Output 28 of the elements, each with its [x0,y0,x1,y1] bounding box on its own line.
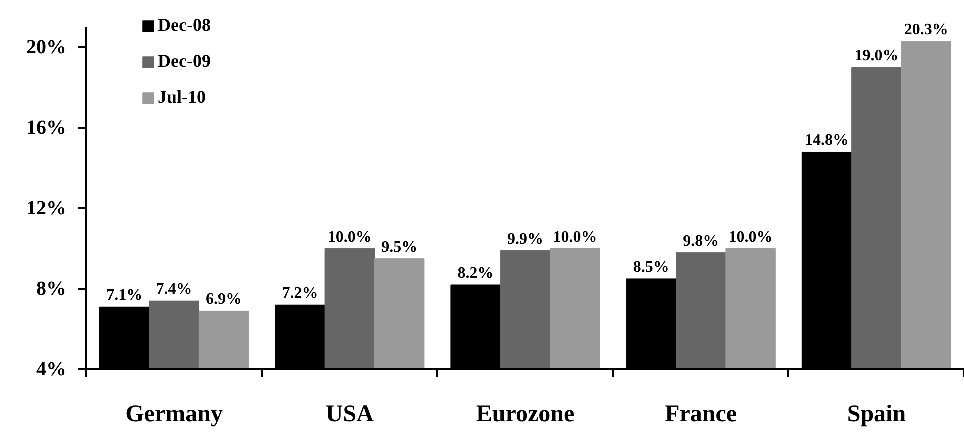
data-label: 9.9% [508,230,544,248]
y-tick-label: 16% [26,117,66,140]
data-label: 14.8% [805,132,850,150]
data-label: 6.9% [206,291,242,308]
y-tick-label: 8% [36,278,66,300]
data-label: 20.3% [904,22,948,39]
data-label: 10.0% [553,228,598,246]
y-tick-label: 20% [26,36,66,59]
y-tick-label: 4% [36,358,66,380]
legend-label: Dec-09 [158,51,211,72]
data-label: 7.1% [106,287,143,304]
legend-label: Jul-10 [158,87,206,108]
data-label: 10.0% [728,228,773,246]
data-label: 8.5% [633,258,670,276]
data-label: 10.0% [328,228,372,246]
x-tick-label: USA [326,402,375,428]
legend-label: Dec-08 [158,15,211,36]
y-tick-label: 12% [26,198,66,220]
x-tick-label: France [665,402,738,428]
data-label: 19.0% [854,48,899,65]
data-label: 7.4% [156,281,192,298]
data-label: 9.8% [683,232,720,250]
x-tick-label: Germany [126,402,223,428]
data-label: 7.2% [282,285,318,302]
data-label: 8.2% [458,265,494,282]
x-tick-label: Eurozone [476,402,575,428]
x-tick-label: Spain [847,402,906,428]
data-label: 9.5% [382,238,418,256]
